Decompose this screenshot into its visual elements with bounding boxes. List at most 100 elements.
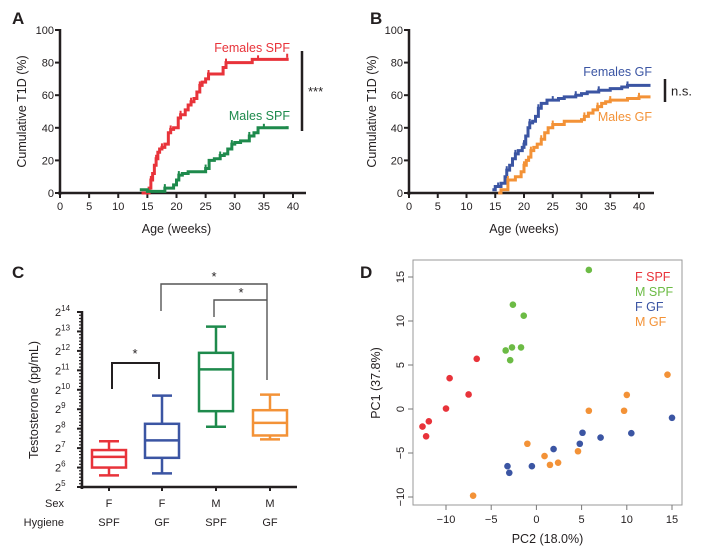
y-tick-label: 15 (395, 271, 407, 283)
x-tick-label: 15 (141, 201, 153, 213)
data-point-f-gf (628, 429, 635, 437)
y-tick-exponent: 13 (61, 323, 70, 332)
y-tick-label: 10 (395, 315, 407, 327)
y-tick-exponent: 11 (61, 362, 70, 371)
x-tick-label: 0 (57, 201, 63, 213)
series-line-females-spf (141, 57, 289, 195)
y-tick-label: 60 (42, 90, 54, 102)
x-tick-label: 30 (575, 201, 587, 213)
x-axis-title: Age (weeks) (142, 222, 211, 236)
data-point-m-spf (520, 312, 528, 320)
x-tick-label: 40 (287, 201, 299, 213)
y-axis-title: PC1 (37.8%) (369, 347, 383, 419)
y-tick-exponent: 10 (61, 382, 70, 391)
y-tick-exponent: 6 (61, 460, 66, 469)
data-point-f-gf (505, 469, 513, 477)
data-point-f-spf (425, 418, 433, 425)
data-point-f-gf (597, 434, 604, 441)
box-f-spf (90, 440, 128, 477)
significance-bracket (213, 299, 267, 317)
y-tick-label: 213 (55, 323, 71, 338)
plot-frame (412, 259, 683, 506)
x-tick-label: 15 (666, 514, 678, 526)
hygiene-label: GF (262, 517, 278, 529)
series-label: Females GF (583, 65, 652, 79)
data-point-f-spf (442, 405, 450, 412)
hygiene-label: SPF (98, 517, 120, 529)
data-point-f-spf (446, 374, 453, 382)
legend-entry: M SPF (635, 285, 674, 299)
x-tick-label: 5 (435, 201, 441, 213)
x-tick-label: 15 (489, 201, 501, 213)
data-point-m-spf (506, 356, 514, 364)
significance-label: * (211, 269, 216, 284)
data-point-m-gf (623, 391, 631, 399)
y-tick-exponent: 14 (61, 304, 70, 313)
data-point-m-gf (546, 461, 554, 469)
data-point-m-spf (517, 344, 525, 351)
significance-label: * (132, 346, 137, 361)
legend-entry: F SPF (635, 270, 671, 284)
y-tick-label: 20 (42, 155, 54, 167)
box (197, 351, 235, 413)
y-tick-label: 5 (395, 362, 407, 368)
panel-letter: C (12, 263, 24, 282)
sex-label: F (159, 498, 166, 510)
sex-label: M (265, 498, 274, 510)
data-point-m-gf (554, 459, 562, 466)
panel-a: A 0 20 40 60 80 100 0 5 10 15 20 25 30 35 40 Age (weeks)… (12, 9, 323, 236)
x-tick-label: 0 (533, 514, 539, 526)
sex-label: F (106, 498, 113, 510)
series-label: Males SPF (229, 109, 290, 123)
y-tick-label: −5 (395, 447, 407, 460)
x-tick-label: 35 (604, 201, 616, 213)
y-tick-label: 26 (55, 460, 66, 475)
data-point-f-spf (422, 432, 430, 440)
hygiene-label: GF (154, 517, 170, 529)
panel-letter: D (360, 263, 372, 282)
data-point-m-spf (502, 347, 509, 354)
significance-label: * (238, 285, 243, 300)
x-tick-label: 30 (229, 201, 241, 213)
series-line-males-spf (139, 126, 289, 193)
y-tick-label: 40 (42, 123, 54, 135)
x-tick-label: 5 (86, 201, 92, 213)
significance-bracket (111, 362, 160, 389)
y-tick-label: 28 (55, 421, 66, 436)
y-tick-exponent: 7 (61, 440, 66, 449)
data-point-m-gf (469, 492, 477, 499)
series-line-females-gf (492, 83, 651, 192)
x-tick-label: 25 (547, 201, 559, 213)
panel-b: B 0 20 40 60 80 100 0 5 10 15 20 25 30 35 40 Age (weeks)… (365, 9, 692, 236)
series-label: Males GF (598, 110, 653, 124)
data-point-f-spf (419, 423, 426, 430)
data-point-f-gf (579, 429, 586, 437)
panel-letter: B (370, 9, 382, 28)
data-point-f-spf (465, 391, 472, 398)
y-tick-label: 211 (55, 362, 70, 377)
x-tick-label: 10 (460, 201, 472, 213)
x-tick-label: 25 (200, 201, 212, 213)
y-tick-label: 80 (42, 58, 54, 70)
y-tick-exponent: 9 (61, 401, 66, 410)
x-tick-label: 20 (170, 201, 182, 213)
x-axis-title: PC2 (18.0%) (512, 532, 584, 546)
y-tick-exponent: 5 (61, 479, 66, 488)
y-tick-label: 80 (391, 58, 403, 70)
x-tick-label: 40 (633, 201, 645, 213)
x-tick-label: 35 (258, 201, 270, 213)
data-point-m-gf (541, 452, 548, 460)
series-line-males-gf (498, 95, 651, 195)
y-tick-label: 27 (55, 440, 66, 455)
y-tick-label: 60 (391, 90, 403, 102)
y-tick-exponent: 8 (61, 421, 66, 430)
x-tick-label: 10 (621, 514, 633, 526)
legend-entry: F GF (635, 300, 664, 314)
legend-entry: M GF (635, 315, 667, 329)
y-tick-label: 20 (391, 155, 403, 167)
data-point-m-gf (620, 407, 628, 415)
data-point-f-gf (504, 462, 511, 470)
data-point-f-gf (668, 414, 676, 422)
y-tick-label: 214 (55, 304, 71, 319)
